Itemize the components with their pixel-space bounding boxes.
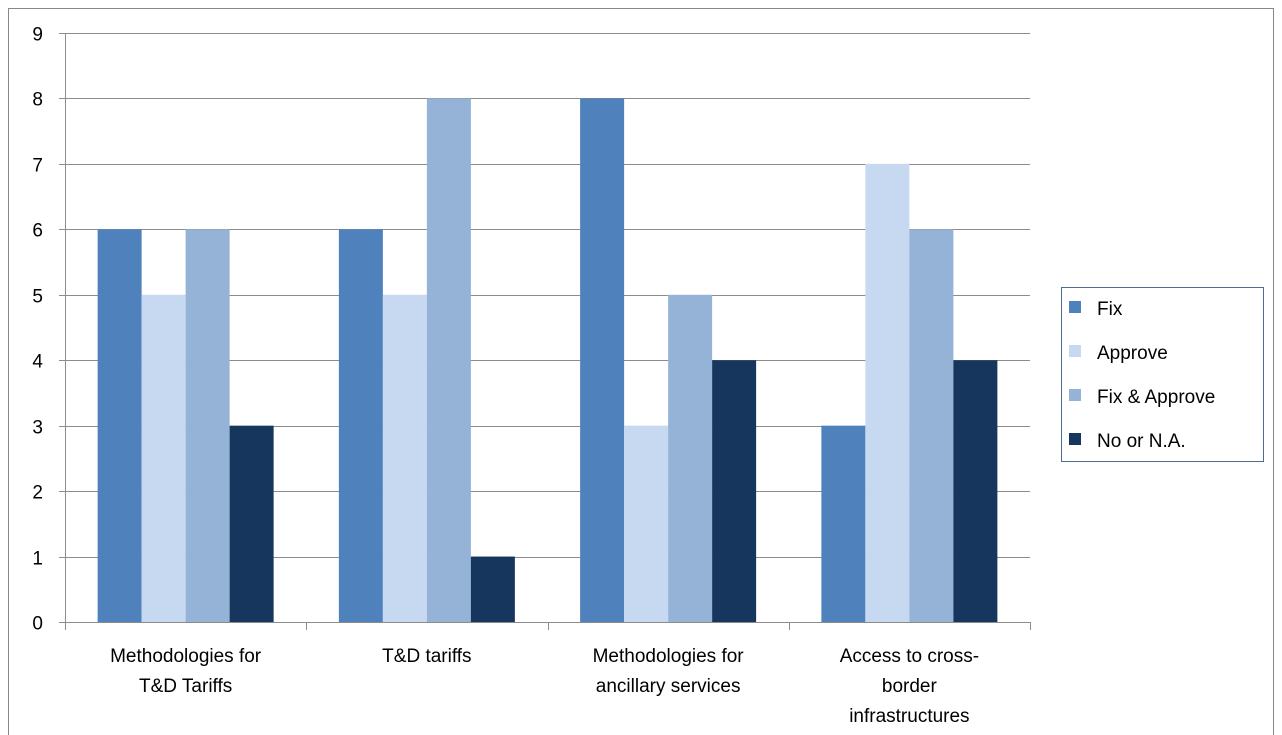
y-tick-label: 1: [32, 549, 43, 570]
legend-label: Fix: [1097, 299, 1123, 320]
category-label: border: [882, 676, 938, 697]
bar: [953, 360, 998, 622]
bar: [141, 294, 186, 622]
bar: [712, 360, 757, 622]
y-tick-label: 7: [32, 156, 43, 177]
bar: [821, 425, 866, 622]
legend-label: Approve: [1097, 343, 1168, 364]
bar: [909, 229, 954, 623]
bar: [338, 229, 383, 623]
legend-swatch: [1069, 301, 1081, 313]
axes: [59, 33, 1031, 630]
y-tick-label: 2: [32, 483, 43, 504]
category-label: Methodologies for: [593, 646, 745, 667]
legend-label: No or N.A.: [1097, 431, 1186, 452]
category-label: infrastructures: [849, 706, 969, 727]
legend-swatch: [1069, 345, 1081, 357]
y-tick-label: 9: [32, 25, 43, 46]
category-label: Access to cross-: [840, 646, 979, 667]
legend-swatch: [1069, 389, 1081, 401]
category-label: Methodologies for: [110, 646, 262, 667]
legend: Fix Approve Fix & Approve No or N.A.: [1061, 287, 1264, 462]
bar: [624, 425, 669, 622]
category-label: T&D Tariffs: [139, 676, 232, 697]
category-label: T&D tariffs: [382, 646, 471, 667]
legend-box: [1061, 287, 1264, 462]
y-tick-label: 0: [32, 614, 43, 635]
bar: [426, 98, 471, 622]
bar: [580, 98, 625, 622]
legend-swatch: [1069, 433, 1081, 445]
bar: [470, 556, 515, 622]
y-tick-label: 3: [32, 418, 43, 439]
y-tick-label: 6: [32, 221, 43, 242]
bar: [865, 163, 910, 622]
category-label: ancillary services: [596, 676, 741, 697]
bar: [229, 425, 274, 622]
legend-label: Fix & Approve: [1097, 387, 1215, 408]
bars: [97, 98, 998, 623]
y-tick-label: 5: [32, 287, 43, 308]
y-tick-labels: 0 1 2 3 4 5 6 7 8 9: [32, 25, 43, 635]
y-tick-label: 4: [32, 352, 43, 373]
bar: [668, 294, 713, 622]
bar: [185, 229, 230, 623]
y-tick-label: 8: [32, 90, 43, 111]
bar: [97, 229, 142, 623]
category-labels: Methodologies for T&D Tariffs T&D tariffs M…: [110, 646, 979, 727]
bar: [382, 294, 427, 622]
